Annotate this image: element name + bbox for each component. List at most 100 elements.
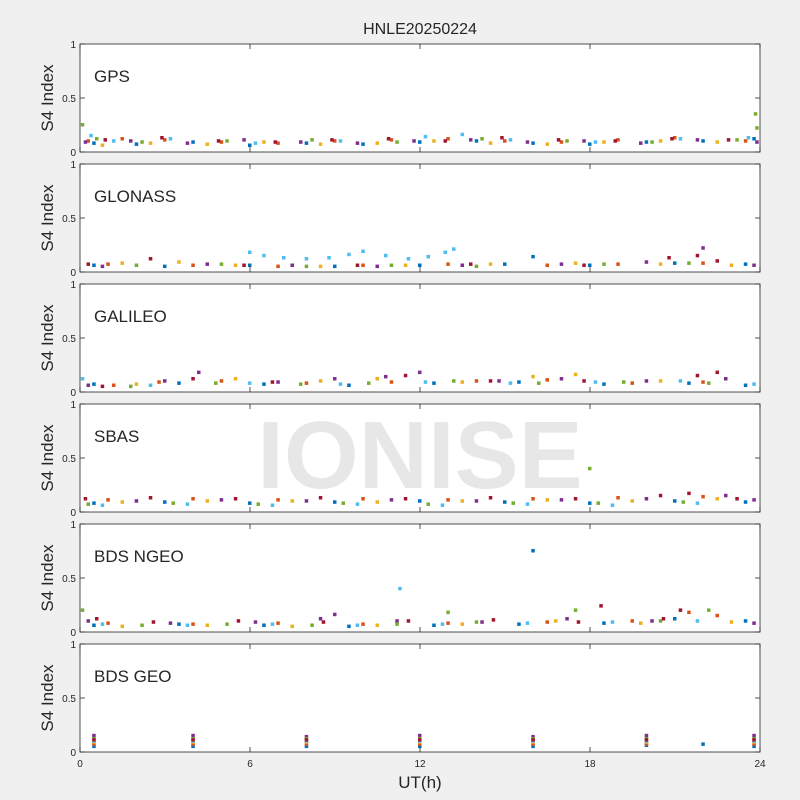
y-axis-label: S4 Index [38,184,57,252]
data-point [715,259,719,263]
data-point [695,138,700,142]
series-4 [80,608,711,627]
data-point [129,384,133,389]
data-point [446,621,450,625]
data-point [488,141,493,145]
data-point [658,379,663,383]
series-0 [92,254,748,269]
series-6 [100,370,719,389]
data-point [755,126,759,130]
data-point [112,139,116,143]
data-point [525,502,530,506]
panel-label: GLONASS [94,187,176,206]
data-point [242,263,246,267]
data-point [100,503,105,507]
data-point [163,138,167,142]
data-point [531,254,535,259]
y-tick-label: 1 [70,400,76,411]
data-point [262,382,266,386]
data-point [576,620,581,624]
data-point [480,620,484,624]
data-point [216,139,221,143]
data-point [140,623,144,627]
data-point [695,373,700,378]
data-point [134,263,139,267]
data-point [687,381,691,385]
data-point [545,378,549,382]
data-point [673,136,677,140]
data-point [355,502,360,506]
data-point [681,500,685,504]
data-point [270,503,275,507]
data-point [661,617,666,621]
data-point [752,738,756,742]
data-point [559,498,564,502]
data-point [426,502,430,506]
data-point [177,260,181,264]
data-point [86,383,90,387]
data-point [318,496,323,500]
y-tick-label: 0 [70,508,76,519]
data-point [573,497,578,501]
series-2 [134,372,663,386]
data-point [191,733,195,738]
data-point [503,139,507,143]
data-point [480,137,484,141]
data-point [673,617,677,621]
data-point [753,112,758,116]
data-point [389,263,394,267]
y-tick-label: 0.5 [62,334,76,345]
data-point [715,613,719,618]
data-point [338,139,343,143]
data-point [460,263,464,267]
data-point [497,379,501,383]
data-point [707,608,711,612]
y-axis-label: S4 Index [38,664,57,732]
data-point [582,379,586,383]
data-point [225,622,229,626]
data-point [644,742,649,746]
data-point [310,623,314,627]
panel-5: 0 0.5 1 0 6 12 18 24 BDS GEO S4 Index [38,640,766,770]
data-point [630,499,634,503]
data-point [248,263,252,267]
data-point [644,738,649,742]
data-point [701,742,705,746]
panel-2: 0 0.5 1 GALILEO S4 Index [38,280,761,399]
data-point [701,261,705,265]
data-point [355,623,360,627]
data-point [185,623,190,627]
data-point [120,137,124,141]
data-point [253,141,258,145]
data-point [460,622,464,626]
data-point [545,142,549,146]
data-point [616,262,620,266]
data-point [418,140,422,144]
series-2 [120,497,719,504]
series-0 [92,380,748,387]
data-point [191,738,195,742]
panel-3: 0 0.5 1 SBAS S4 Index [38,400,761,519]
data-point [469,138,473,142]
data-point [83,497,88,501]
data-point [602,140,606,144]
y-tick-label: 0.5 [62,214,76,225]
data-point [755,140,759,144]
series-6 [83,491,739,501]
data-point [752,733,756,738]
data-point [695,253,700,258]
watermark: IONISE [257,402,582,509]
data-point [474,620,479,624]
data-point [276,380,280,384]
data-point [270,622,275,626]
series-5 [100,501,700,507]
data-point [92,623,96,627]
data-point [299,140,303,144]
y-tick-label: 0.5 [62,694,76,705]
series-1 [106,261,705,269]
y-tick-label: 0.5 [62,94,76,105]
data-point [743,139,748,143]
data-point [743,262,748,266]
y-tick-label: 1 [70,640,76,651]
data-point [593,380,598,384]
